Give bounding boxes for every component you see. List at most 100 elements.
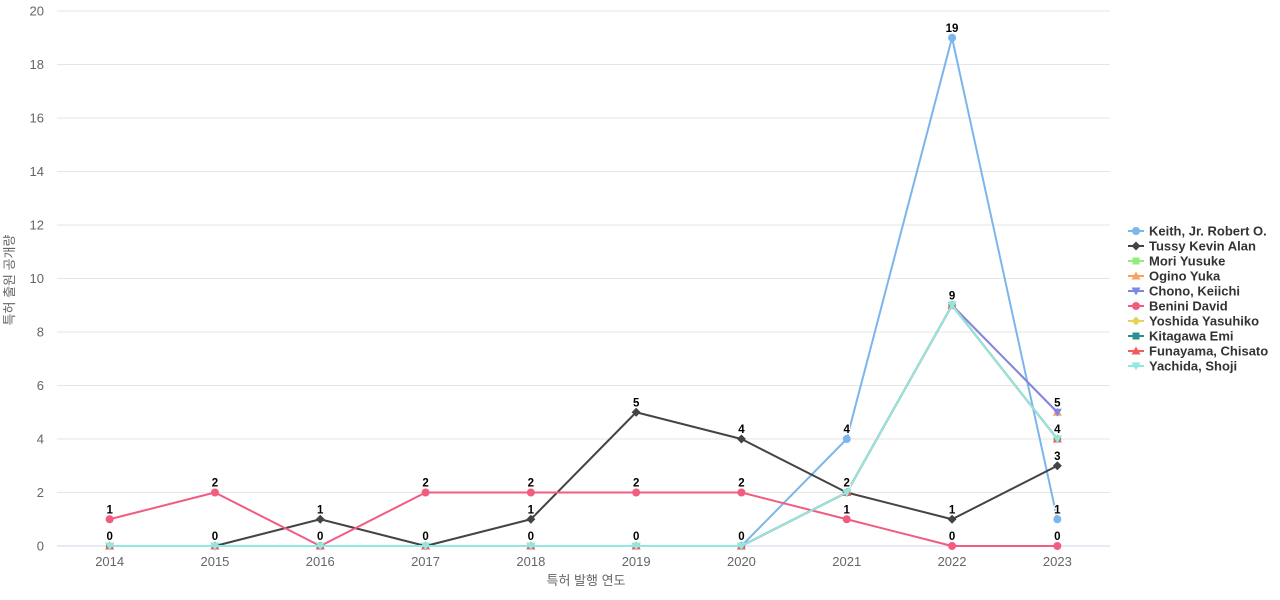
legend-item-kitagawa-emi[interactable]: Kitagawa Emi — [1128, 329, 1234, 344]
legend-item-yachida-shoji[interactable]: Yachida, Shoji — [1128, 359, 1237, 374]
series-line — [108, 491, 1059, 547]
series-yachida-shoji[interactable] — [105, 301, 1062, 551]
data-label: 4 — [844, 424, 851, 436]
series-keith-jr-robert-o[interactable] — [737, 33, 1062, 550]
data-label: 0 — [738, 531, 744, 543]
marker-circle-icon — [948, 542, 957, 550]
legend-item-keith-jr-robert-o[interactable]: Keith, Jr. Robert O. — [1128, 224, 1267, 239]
marker-circle-icon — [842, 435, 851, 443]
legend-label: Yachida, Shoji — [1149, 359, 1237, 374]
marker-triangle-down-icon — [631, 542, 641, 551]
data-label: 1 — [317, 504, 324, 516]
marker-circle-icon — [526, 488, 535, 497]
marker-triangle-down-icon — [421, 542, 431, 551]
data-label: 9 — [949, 290, 955, 302]
data-label: 0 — [106, 531, 112, 543]
legend-item-mori-yusuke[interactable]: Mori Yusuke — [1128, 254, 1225, 269]
marker-circle-icon — [948, 33, 957, 42]
data-label: 4 — [738, 424, 745, 436]
series-funayama-chisato[interactable] — [105, 300, 1062, 550]
data-label: 5 — [1054, 397, 1061, 409]
legend: Keith, Jr. Robert O.Tussy Kevin AlanMori… — [1128, 224, 1268, 374]
data-label: 2 — [528, 478, 534, 490]
series-ogino-yuka[interactable] — [105, 300, 1062, 550]
data-label: 19 — [946, 23, 959, 35]
y-tick-label: 4 — [37, 432, 44, 447]
x-tick-label: 2014 — [95, 554, 124, 569]
y-tick-label: 12 — [30, 218, 44, 233]
series-yoshida-yasuhiko[interactable] — [105, 300, 1062, 551]
legend-label: Ogino Yuka — [1149, 269, 1221, 284]
x-tick-label: 2015 — [200, 554, 229, 569]
x-tick-label: 2018 — [516, 554, 545, 569]
data-label: 0 — [422, 531, 428, 543]
data-label: 1 — [844, 504, 851, 516]
y-tick-label: 16 — [30, 111, 44, 126]
marker-triangle-down-icon — [736, 542, 746, 551]
legend-item-chono-keiichi[interactable]: Chono, Keiichi — [1128, 284, 1240, 299]
marker-triangle-down-icon — [210, 542, 220, 551]
data-label: 2 — [738, 478, 744, 490]
legend-label: Benini David — [1149, 299, 1228, 314]
x-tick-label: 2016 — [306, 554, 335, 569]
data-label: 0 — [949, 531, 955, 543]
series-mori-yusuke[interactable] — [106, 301, 1061, 550]
marker-circle-icon — [1053, 515, 1062, 524]
series-chono-keiichi[interactable] — [105, 301, 1062, 551]
marker-triangle-icon — [1131, 271, 1141, 280]
legend-label: Mori Yusuke — [1149, 254, 1225, 269]
series-layer — [105, 33, 1062, 551]
series-benini-david[interactable] — [105, 488, 1062, 551]
data-label: 2 — [212, 478, 218, 490]
legend-item-funayama-chisato[interactable]: Funayama, Chisato — [1128, 344, 1268, 359]
x-tick-label: 2023 — [1043, 554, 1072, 569]
x-axis-title: 특허 발행 연도 — [547, 573, 626, 588]
data-label: 2 — [633, 478, 639, 490]
y-tick-label: 0 — [37, 539, 44, 554]
y-tick-label: 2 — [37, 485, 44, 500]
marker-triangle-down-icon — [1052, 408, 1062, 417]
data-label: 1 — [1054, 504, 1061, 516]
legend-label: Funayama, Chisato — [1149, 344, 1268, 359]
y-tick-label: 20 — [30, 4, 44, 19]
marker-diamond-icon — [947, 514, 957, 524]
legend-label: Yoshida Yasuhiko — [1149, 314, 1259, 329]
legend-label: Kitagawa Emi — [1149, 329, 1234, 344]
marker-circle-icon — [210, 488, 219, 497]
series-kitagawa-emi[interactable] — [106, 301, 1061, 550]
legend-item-tussy-kevin-alan[interactable]: Tussy Kevin Alan — [1128, 239, 1256, 254]
marker-circle-icon — [1053, 542, 1062, 550]
x-tick-label: 2017 — [411, 554, 440, 569]
legend-label: Tussy Kevin Alan — [1149, 239, 1256, 254]
marker-triangle-down-icon — [842, 489, 852, 497]
data-label: 1 — [528, 504, 535, 516]
y-tick-label: 14 — [30, 164, 44, 179]
data-label: 5 — [633, 397, 640, 409]
data-label: 0 — [212, 531, 218, 543]
data-label: 2 — [422, 478, 428, 490]
marker-diamond-icon — [1052, 461, 1062, 471]
y-axis-title: 특허 출원 공개량 — [2, 234, 17, 325]
y-tick-label: 8 — [37, 325, 44, 340]
data-label: 3 — [1054, 451, 1060, 463]
y-tick-label: 18 — [30, 57, 44, 72]
marker-square-icon — [1132, 257, 1140, 265]
marker-triangle-icon — [1131, 346, 1141, 355]
x-tick-label: 2022 — [938, 554, 967, 569]
legend-item-yoshida-yasuhiko[interactable]: Yoshida Yasuhiko — [1128, 314, 1259, 329]
legend-item-ogino-yuka[interactable]: Ogino Yuka — [1128, 269, 1221, 284]
x-tick-label: 2019 — [622, 554, 651, 569]
legend-item-benini-david[interactable]: Benini David — [1128, 299, 1228, 314]
marker-triangle-down-icon — [1052, 435, 1062, 444]
data-label: 2 — [844, 478, 850, 490]
marker-diamond-icon — [1131, 241, 1141, 251]
series-line — [740, 36, 1059, 547]
marker-circle-icon — [105, 515, 114, 524]
marker-circle-icon — [421, 488, 430, 497]
marker-triangle-down-icon — [105, 542, 115, 551]
legend-label: Chono, Keiichi — [1149, 284, 1240, 299]
